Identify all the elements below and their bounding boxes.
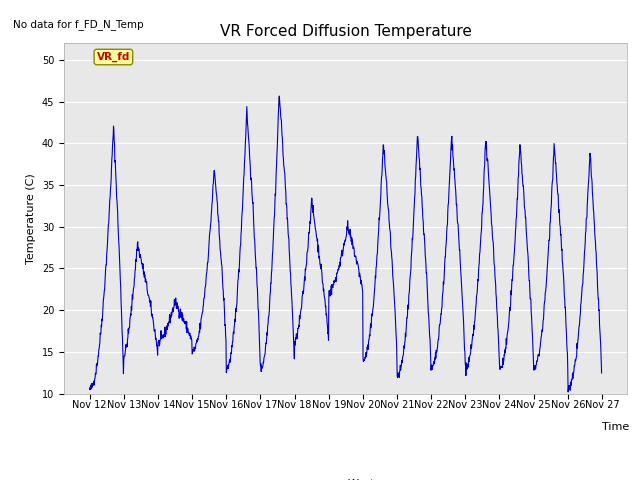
Y-axis label: Temperature (C): Temperature (C)	[26, 173, 36, 264]
Text: No data for f_FD_N_Temp: No data for f_FD_N_Temp	[13, 19, 144, 30]
Legend: West: West	[312, 474, 380, 480]
Text: VR_fd: VR_fd	[97, 52, 130, 62]
Title: VR Forced Diffusion Temperature: VR Forced Diffusion Temperature	[220, 24, 472, 39]
X-axis label: Time: Time	[602, 421, 630, 432]
